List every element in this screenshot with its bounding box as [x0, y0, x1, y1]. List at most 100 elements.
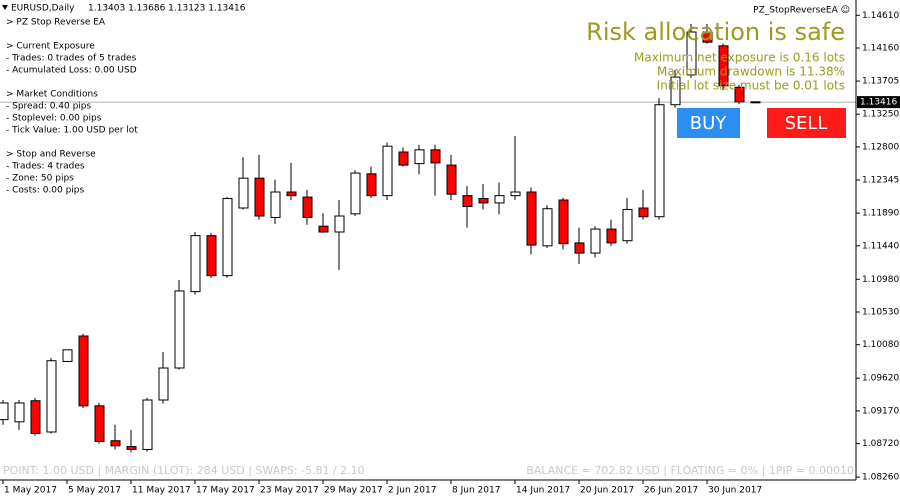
x-tick-label: 14 Jun 2017: [516, 486, 570, 496]
x-tick-label: 29 May 2017: [324, 486, 383, 496]
y-tick-label: 1.10980: [862, 275, 899, 285]
candle-body: [430, 149, 441, 164]
candle-body: [286, 191, 297, 197]
candle-body: [494, 195, 505, 204]
candle-body: [750, 101, 761, 104]
sell-button[interactable]: SELL: [767, 108, 846, 138]
y-tick-label: 1.09620: [862, 374, 899, 384]
candle-body: [574, 242, 585, 254]
info-heading: > Stop and Reverse: [6, 150, 96, 160]
ohlc-text: 1.13403 1.13686 1.13123 1.13416: [88, 4, 246, 14]
y-tick-label: 1.10530: [862, 308, 899, 318]
y-tick-label: 1.08260: [862, 473, 899, 483]
y-tick-label: 1.11890: [862, 209, 899, 219]
buy-button[interactable]: BUY: [677, 108, 740, 138]
candle-body: [190, 235, 201, 293]
candle-body: [78, 335, 89, 407]
candle-body: [718, 45, 729, 87]
info-line: - Stoplevel: 0.00 pips: [6, 114, 102, 124]
candle-body: [270, 191, 281, 218]
candle-body: [0, 402, 9, 421]
candle-body: [174, 290, 185, 369]
info-line: - Trades: 0 trades of 5 trades: [6, 54, 137, 64]
x-tick-label: 5 May 2017: [68, 486, 121, 496]
chart-title: EURUSD,Daily: [11, 4, 75, 14]
candle-body: [382, 145, 393, 197]
candle-body: [318, 225, 329, 233]
info-line: - Tick Value: 1.00 USD per lot: [6, 126, 138, 136]
candle-body: [94, 405, 105, 442]
x-tick-label: 20 Jun 2017: [580, 486, 634, 496]
candle-body: [638, 207, 649, 218]
candle-body: [206, 235, 217, 277]
candle-body: [222, 198, 233, 277]
y-tick-label: 1.13705: [862, 77, 899, 87]
sell-button-bg[interactable]: [767, 108, 846, 138]
y-tick-label: 1.09170: [862, 406, 899, 416]
candle-body: [334, 215, 345, 233]
info-line: - Trades: 4 trades: [6, 162, 85, 172]
y-tick-label: 1.12800: [862, 142, 899, 152]
candle-body: [238, 177, 249, 209]
candle-body: [702, 31, 713, 43]
info-line: - Zone: 50 pips: [6, 174, 74, 184]
x-tick-label: 23 May 2017: [260, 486, 319, 496]
info-line: - Acumulated Loss: 0.00 USD: [6, 66, 137, 76]
x-tick-label: 1 May 2017: [4, 486, 57, 496]
sell-label[interactable]: SELL: [785, 113, 828, 134]
candle-body: [158, 367, 169, 401]
candle-body: [670, 76, 681, 106]
x-tick-label: 8 Jun 2017: [452, 486, 500, 496]
x-tick-label: 11 May 2017: [132, 486, 191, 496]
buy-label[interactable]: BUY: [690, 113, 728, 134]
info-heading: > Market Conditions: [6, 90, 98, 100]
candle-body: [686, 31, 697, 76]
candle-body: [478, 198, 489, 204]
candle-body: [734, 86, 745, 103]
candle-body: [510, 191, 521, 197]
candle-body: [590, 228, 601, 254]
candle-body: [398, 151, 409, 166]
candle-body: [46, 360, 57, 433]
status-right: BALANCE = 702.82 USD | FLOATING = 0% | 1…: [526, 464, 854, 477]
symbol-icon: [2, 5, 8, 10]
candle-body: [126, 446, 137, 450]
candle-body: [254, 177, 265, 217]
candle-body: [142, 399, 153, 450]
candle-body: [542, 208, 553, 247]
candle-body: [606, 228, 617, 244]
risk-headline: Risk allocation is safe: [586, 18, 845, 46]
candle-body: [526, 191, 537, 246]
buy-button-bg[interactable]: [677, 108, 740, 138]
candle-body: [622, 208, 633, 242]
y-tick-label: 1.12345: [862, 176, 899, 186]
candle-body: [558, 199, 569, 245]
info-line: - Spread: 0.40 pips: [6, 102, 92, 112]
candle-body: [366, 173, 377, 197]
candles: [0, 24, 761, 453]
candle-body: [14, 402, 25, 423]
y-tick-label: 1.11440: [862, 241, 899, 251]
x-tick-label: 2 Jun 2017: [388, 486, 436, 496]
risk-line: Maximum drawdown is 11.38%: [657, 65, 845, 79]
risk-line: Maximum net exposure is 0.16 lots: [634, 51, 845, 65]
x-tick-label: 30 Jun 2017: [708, 486, 762, 496]
candle-body: [462, 195, 473, 208]
y-tick-label: 1.13250: [862, 110, 899, 120]
candle-body: [414, 149, 425, 165]
candle-body: [446, 164, 457, 195]
y-tick-label: 1.10080: [862, 340, 899, 350]
y-tick-label: 1.14610: [862, 11, 899, 21]
candle-body: [110, 440, 121, 447]
y-tick-label: 1.08720: [862, 439, 899, 449]
current-price-label: 1.13416: [860, 98, 897, 108]
current-price-box: [857, 96, 900, 109]
candle-body: [62, 349, 73, 362]
info-heading: > Current Exposure: [6, 42, 95, 52]
y-tick-label: 1.14160: [862, 44, 899, 54]
x-tick-label: 26 Jun 2017: [644, 486, 698, 496]
candle-body: [30, 400, 41, 434]
candle-body: [350, 172, 361, 215]
risk-line: Initial lot size must be 0.01 lots: [657, 79, 845, 93]
